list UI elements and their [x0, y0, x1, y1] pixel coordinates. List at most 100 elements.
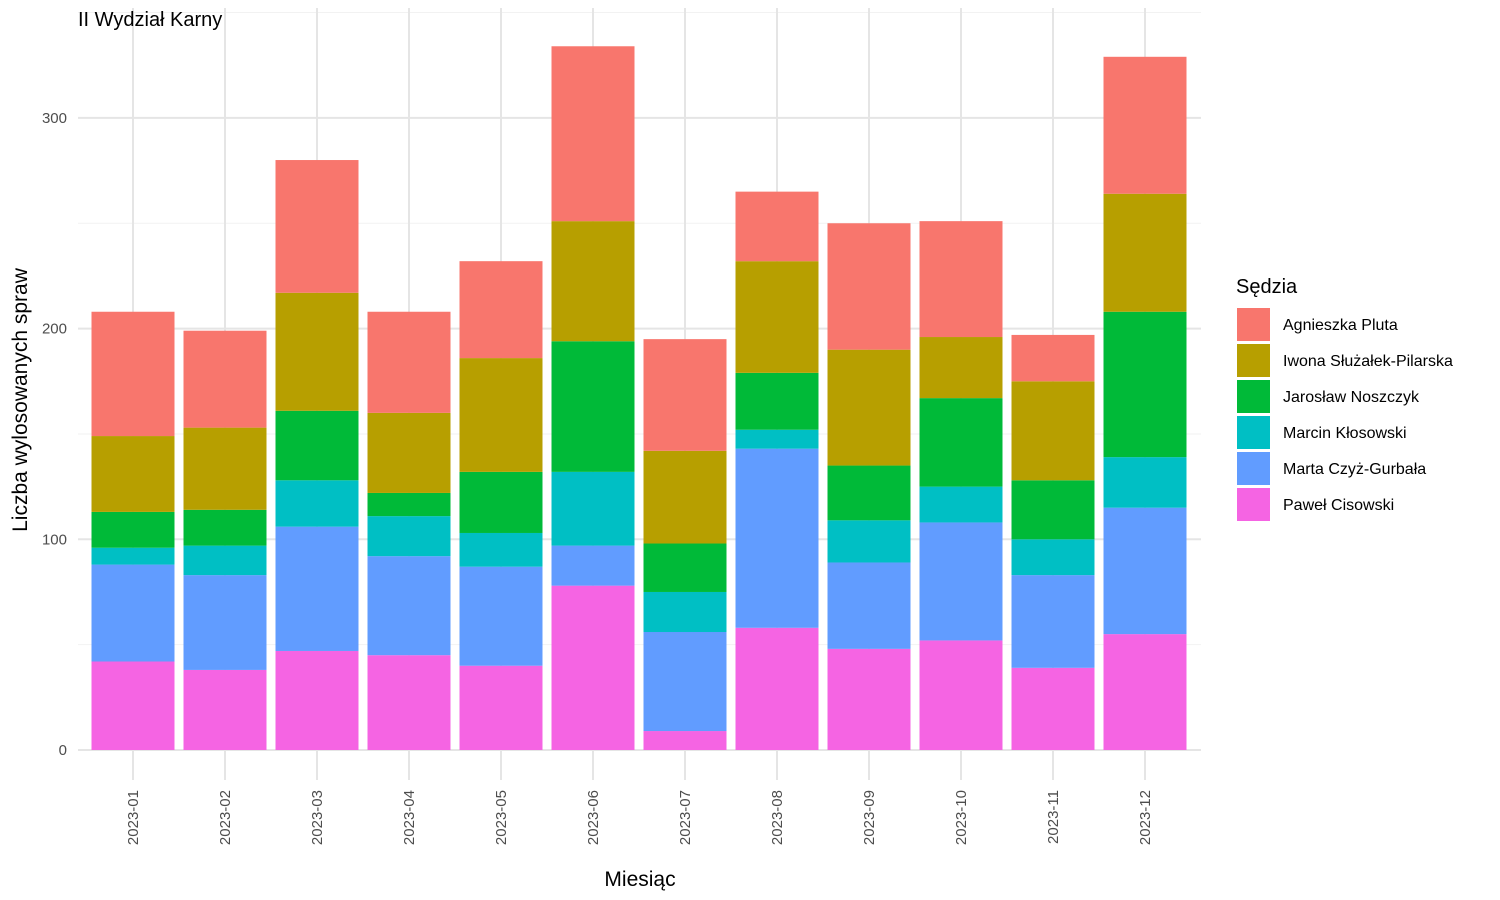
bar-segment [459, 566, 543, 666]
bar-segment [1103, 634, 1187, 750]
bar-segment [643, 543, 727, 592]
bar-segment [735, 429, 819, 449]
bar-segment [367, 556, 451, 656]
bar-segment [827, 648, 911, 750]
bar-segment [275, 650, 359, 750]
legend-swatch [1237, 308, 1270, 341]
bar-segment [643, 450, 727, 544]
bar-segment [183, 545, 267, 576]
bar-segment [367, 655, 451, 750]
legend-swatch [1237, 416, 1270, 449]
x-tick-label: 2023-08 [769, 790, 786, 845]
bar-segment [919, 337, 1003, 399]
bar-segment [551, 46, 635, 222]
x-tick-label: 2023-05 [493, 790, 510, 845]
bar-segment [275, 526, 359, 651]
x-tick-label: 2023-12 [1137, 790, 1154, 845]
bar-segment [1011, 480, 1095, 540]
bar-segment [1103, 193, 1187, 312]
bar-segment [367, 492, 451, 517]
legend: Sędzia Agnieszka Pluta Iwona Służałek-Pil… [1236, 276, 1453, 521]
y-tick-label: 200 [42, 321, 67, 338]
bar-segment [459, 665, 543, 750]
bar-segment [183, 509, 267, 546]
bar-segment [1011, 667, 1095, 750]
bar-segment [551, 341, 635, 472]
bar-segment [735, 372, 819, 430]
bar-segment [1103, 56, 1187, 194]
bar-segment [275, 292, 359, 411]
bar-segment [183, 427, 267, 510]
bar-segment [551, 545, 635, 586]
legend-label: Jarosław Noszczyk [1283, 389, 1420, 406]
bar-segment [1103, 507, 1187, 635]
bar-segment [1011, 539, 1095, 576]
bar-segment [919, 221, 1003, 338]
x-tick-label: 2023-07 [677, 790, 694, 845]
y-tick-label: 100 [42, 531, 67, 548]
legend-label: Agnieszka Pluta [1283, 317, 1398, 334]
legend-swatch [1237, 380, 1270, 413]
bar-segment [459, 471, 543, 533]
bar-segment [643, 632, 727, 732]
bar-segment [183, 669, 267, 750]
bar-segment [735, 191, 819, 262]
bar-segment [1011, 334, 1095, 382]
bar-segment [643, 591, 727, 633]
legend-label: Marcin Kłosowski [1283, 425, 1407, 442]
bar-segment [183, 575, 267, 670]
y-tick-label: 0 [59, 742, 67, 759]
x-tick-label: 2023-04 [401, 790, 418, 845]
bar-segment [919, 398, 1003, 487]
bar-segment [459, 261, 543, 359]
bar-segment [367, 412, 451, 493]
bar-segment [827, 349, 911, 466]
bar-segment [91, 547, 175, 565]
bar-segment [919, 640, 1003, 750]
bar-segment [275, 410, 359, 481]
bar-segment [1103, 457, 1187, 508]
chart-title: II Wydział Karny [78, 9, 222, 31]
x-tick-label: 2023-11 [1045, 790, 1062, 844]
bar-segment [91, 436, 175, 512]
x-tick-label: 2023-06 [585, 790, 602, 845]
y-axis-title: Liczba wylosowanych spraw [9, 267, 32, 532]
bar-segment [1011, 381, 1095, 481]
bar-segment [735, 448, 819, 628]
bar-segment [735, 261, 819, 373]
bar-segment [919, 486, 1003, 523]
bar-segment [827, 465, 911, 521]
bar-segment [735, 627, 819, 750]
y-tick-label: 300 [42, 110, 67, 127]
bar-segment [275, 160, 359, 293]
bar-segment [1103, 311, 1187, 458]
legend-swatch [1237, 344, 1270, 377]
legend-swatch [1237, 488, 1270, 521]
bar-segment [551, 585, 635, 750]
bar-segment [551, 471, 635, 546]
bar-segment [827, 562, 911, 649]
legend-label: Paweł Cisowski [1283, 497, 1394, 514]
x-tick-label: 2023-03 [309, 790, 326, 845]
x-tick-label: 2023-10 [953, 790, 970, 845]
bar-segment [827, 520, 911, 563]
bar-segment [551, 221, 635, 342]
bar-segment [1011, 575, 1095, 668]
legend-label: Marta Czyż-Gurbała [1283, 461, 1426, 478]
bar-segment [91, 311, 175, 437]
x-tick-label: 2023-02 [217, 790, 234, 845]
bar-layer [91, 46, 1187, 750]
bar-segment [459, 532, 543, 567]
bar-segment [91, 564, 175, 662]
bar-segment [367, 516, 451, 557]
bar-segment [459, 358, 543, 472]
legend-swatch [1237, 452, 1270, 485]
bar-segment [643, 731, 727, 750]
bar-segment [183, 330, 267, 428]
x-tick-label: 2023-09 [861, 790, 878, 845]
axis-layer: 0 100 200 300 2023-01 2023-02 2023-03 2023-04 20… [42, 110, 1154, 845]
x-axis-title: Miesiąc [604, 868, 675, 891]
bar-segment [919, 522, 1003, 641]
